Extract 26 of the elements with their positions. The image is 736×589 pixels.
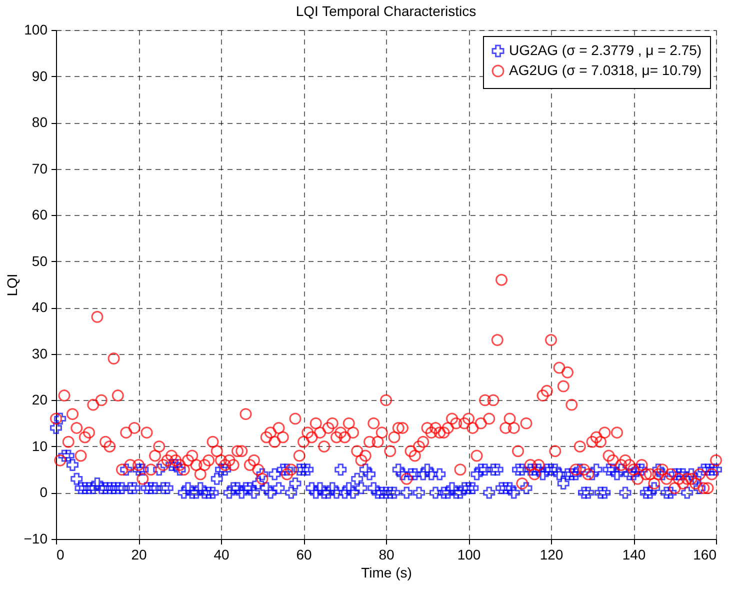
y-tick-label: 80 <box>32 114 48 130</box>
y-axis-title: LQI <box>4 274 20 296</box>
x-tick-label: 100 <box>457 546 481 562</box>
x-tick-label: 80 <box>378 546 394 562</box>
x-tick-label: 140 <box>622 546 646 562</box>
y-tick-label: −10 <box>24 530 48 546</box>
y-tick-label: 90 <box>32 68 48 84</box>
chart-title: LQI Temporal Characteristics <box>296 3 476 19</box>
y-tick-label: 20 <box>32 392 48 408</box>
x-tick-label: 0 <box>56 546 64 562</box>
legend-label: UG2AG (σ = 2.3779 , μ = 2.75) <box>509 42 702 58</box>
y-tick-label: 40 <box>32 299 48 316</box>
y-tick-label: 30 <box>32 345 48 362</box>
y-tick-label: 10 <box>32 438 48 454</box>
x-axis-title: Time (s) <box>361 564 412 580</box>
y-tick-label: 50 <box>32 252 48 269</box>
legend-label: AG2UG (σ = 7.0318, μ= 10.79) <box>509 62 702 78</box>
y-tick-label: 100 <box>24 22 48 38</box>
x-tick-label: 60 <box>296 546 312 562</box>
y-tick-label: 70 <box>32 160 48 176</box>
y-tick-label: 0 <box>40 484 48 500</box>
x-tick-label: 20 <box>131 546 147 562</box>
x-tick-label: 120 <box>540 546 564 562</box>
x-tick-label: 40 <box>214 546 230 562</box>
y-tick-label: 60 <box>32 206 48 223</box>
x-tick-label: 160 <box>693 546 717 562</box>
